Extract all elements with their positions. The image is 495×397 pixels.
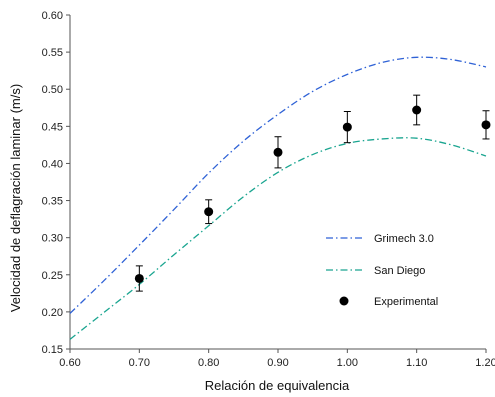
- y-axis-title: Velocidad de deflagración laminar (m/s): [8, 84, 23, 312]
- y-tick-label: 0.40: [42, 158, 63, 170]
- x-axis-title: Relación de equivalencia: [205, 378, 350, 393]
- data-point: [273, 147, 283, 157]
- y-tick-label: 0.60: [42, 10, 63, 22]
- legend: Grimech 3.0 San Diego Experimental: [326, 233, 438, 308]
- x-tick-label: 0.80: [198, 357, 219, 369]
- y-tick-label: 0.30: [42, 233, 63, 245]
- series-line-grimech-3-0: [69, 56, 487, 314]
- y-tick-label: 0.35: [42, 196, 63, 208]
- data-point: [481, 120, 491, 130]
- y-tick-label: 0.25: [42, 270, 63, 282]
- legend-label: San Diego: [374, 265, 425, 277]
- x-tick-label: 1.10: [406, 357, 427, 369]
- data-point: [412, 105, 422, 115]
- x-tick-label: 1.20: [475, 357, 495, 369]
- legend-label: Experimental: [374, 296, 438, 308]
- y-tick-label: 0.50: [42, 84, 63, 96]
- data-point: [204, 207, 214, 217]
- y-tick-label: 0.45: [42, 121, 63, 133]
- x-tick-label: 0.60: [59, 357, 80, 369]
- x-tick-label: 0.70: [129, 357, 150, 369]
- data-point: [134, 273, 144, 283]
- experimental-markers: [134, 94, 491, 292]
- x-tick-label: 0.90: [267, 357, 288, 369]
- legend-swatch: [339, 296, 349, 306]
- legend-label: Grimech 3.0: [374, 233, 434, 245]
- y-tick-label: 0.20: [42, 307, 63, 319]
- data-point: [342, 122, 352, 132]
- y-tick-label: 0.15: [42, 344, 63, 356]
- x-tick-label: 1.00: [337, 357, 358, 369]
- y-axis-ticks: 0.15 0.20 0.25 0.30 0.35 0.40 0.45 0.50 0.55 0.60: [42, 10, 70, 356]
- x-axis-ticks: 0.60 0.70 0.80 0.90 1.00 1.10 1.20: [59, 349, 495, 369]
- y-tick-label: 0.55: [42, 47, 63, 59]
